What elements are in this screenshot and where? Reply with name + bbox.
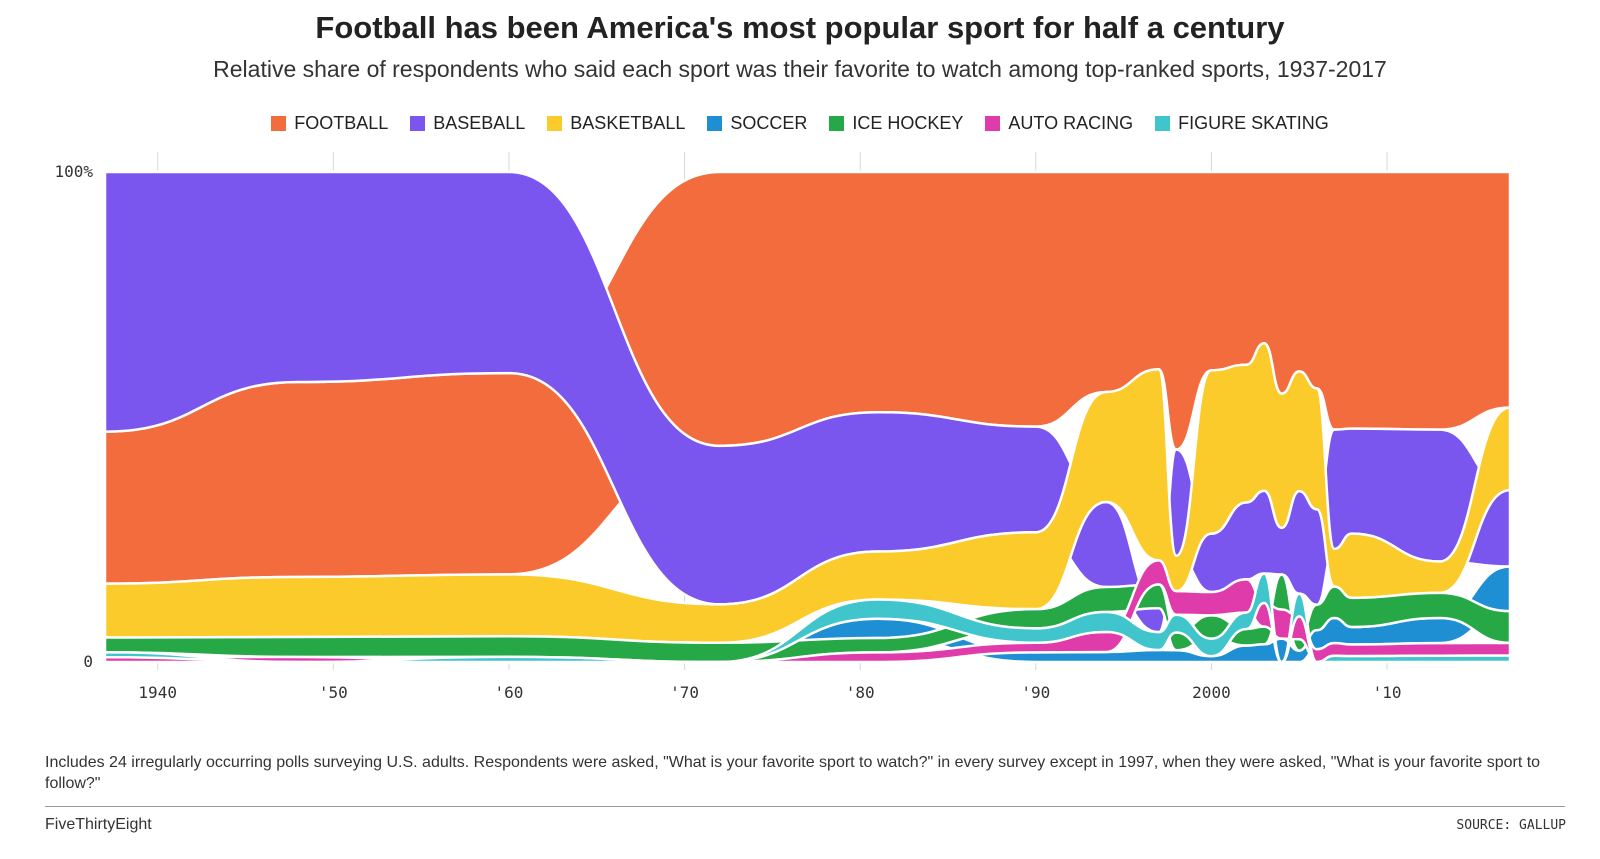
legend-label-basketball: BASKETBALL [570, 113, 686, 133]
x-axis: 1940 '50 '60 '70 '80 '90 2000 '10 [138, 683, 1401, 702]
legend-label-ice-hockey: ICE HOCKEY [852, 113, 964, 133]
legend-item-figure-skating: FIGURE SKATING [1155, 113, 1329, 134]
legend-label-auto-racing: AUTO RACING [1008, 113, 1134, 133]
legend-label-figure-skating: FIGURE SKATING [1178, 113, 1329, 133]
y-tick-label: 0 [83, 652, 93, 671]
legend: FOOTBALL BASEBALL BASKETBALL SOCCER ICE HOCK… [0, 113, 1600, 134]
legend-swatch-auto-racing [985, 116, 1001, 131]
y-tick-label: 100% [54, 162, 93, 181]
x-tick-label: '60 [494, 683, 523, 702]
legend-swatch-figure-skating [1155, 116, 1171, 131]
legend-item-basketball: BASKETBALL [547, 113, 685, 134]
legend-swatch-football [271, 116, 287, 131]
legend-item-baseball: BASEBALL [410, 113, 525, 134]
legend-swatch-basketball [547, 116, 563, 131]
x-tick-label: 1940 [138, 683, 177, 702]
x-tick-label: '50 [319, 683, 348, 702]
x-tick-label: '90 [1021, 683, 1050, 702]
series-areas [103, 170, 1512, 664]
legend-label-baseball: BASEBALL [433, 113, 526, 133]
legend-swatch-soccer [707, 116, 723, 131]
legend-item-football: FOOTBALL [271, 113, 388, 134]
chart-note: Includes 24 irregularly occurring polls … [45, 754, 1541, 792]
legend-label-soccer: SOCCER [730, 113, 808, 133]
legend-swatch-ice-hockey [829, 116, 845, 131]
chart-subtitle: Relative share of respondents who said e… [213, 56, 1387, 82]
source-label: SOURCE: GALLUP [1456, 818, 1566, 833]
streamgraph-chart: 1940 '50 '60 '70 '80 '90 2000 '10 0 100% [54, 152, 1512, 702]
series-area-auto-racing [103, 559, 1512, 664]
x-tick-label: '80 [846, 683, 875, 702]
y-axis: 0 100% [54, 162, 93, 671]
legend-item-ice-hockey: ICE HOCKEY [829, 113, 963, 134]
x-tick-label: 2000 [1192, 683, 1231, 702]
divider [45, 806, 1565, 807]
x-tick-label: '10 [1373, 683, 1402, 702]
series-area-figure-skating [103, 572, 1512, 664]
legend-item-auto-racing: AUTO RACING [985, 113, 1133, 134]
legend-item-soccer: SOCCER [707, 113, 807, 134]
brand-label: FiveThirtyEight [45, 816, 152, 833]
chart-title: Football has been America's most popular… [315, 10, 1285, 45]
legend-swatch-baseball [410, 116, 426, 131]
x-tick-label: '70 [670, 683, 699, 702]
legend-label-football: FOOTBALL [294, 113, 389, 133]
